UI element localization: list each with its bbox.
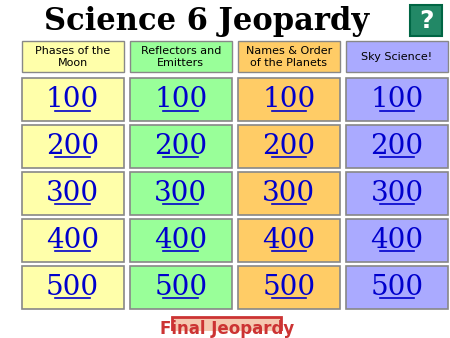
FancyBboxPatch shape xyxy=(346,266,448,309)
FancyBboxPatch shape xyxy=(346,219,448,262)
Text: Final Jeopardy: Final Jeopardy xyxy=(160,320,294,338)
Text: 200: 200 xyxy=(370,133,423,160)
Text: 100: 100 xyxy=(46,86,99,113)
Text: 100: 100 xyxy=(154,86,207,113)
FancyBboxPatch shape xyxy=(238,41,340,72)
Text: 400: 400 xyxy=(262,227,315,254)
FancyBboxPatch shape xyxy=(410,5,442,36)
Text: Science 6 Jeopardy: Science 6 Jeopardy xyxy=(45,6,369,37)
Text: 300: 300 xyxy=(370,180,423,207)
Text: 400: 400 xyxy=(154,227,207,254)
Text: 400: 400 xyxy=(46,227,99,254)
FancyBboxPatch shape xyxy=(238,78,340,121)
Text: 200: 200 xyxy=(154,133,207,160)
FancyBboxPatch shape xyxy=(22,266,124,309)
FancyBboxPatch shape xyxy=(22,78,124,121)
FancyBboxPatch shape xyxy=(130,125,232,168)
FancyBboxPatch shape xyxy=(130,41,232,72)
FancyBboxPatch shape xyxy=(130,219,232,262)
Text: 300: 300 xyxy=(262,180,315,207)
FancyBboxPatch shape xyxy=(22,125,124,168)
FancyBboxPatch shape xyxy=(22,41,124,72)
FancyBboxPatch shape xyxy=(238,125,340,168)
Text: 300: 300 xyxy=(154,180,207,207)
FancyBboxPatch shape xyxy=(130,266,232,309)
Text: 500: 500 xyxy=(370,274,423,301)
Text: Sky Science!: Sky Science! xyxy=(361,52,432,62)
FancyBboxPatch shape xyxy=(22,172,124,215)
FancyBboxPatch shape xyxy=(346,125,448,168)
FancyBboxPatch shape xyxy=(172,317,281,338)
Text: Phases of the
Moon: Phases of the Moon xyxy=(35,46,110,68)
FancyBboxPatch shape xyxy=(130,172,232,215)
Text: 500: 500 xyxy=(154,274,207,301)
FancyBboxPatch shape xyxy=(238,219,340,262)
Text: 100: 100 xyxy=(370,86,423,113)
Text: Reflectors and
Emitters: Reflectors and Emitters xyxy=(140,46,221,68)
Text: 200: 200 xyxy=(262,133,315,160)
FancyBboxPatch shape xyxy=(238,266,340,309)
FancyBboxPatch shape xyxy=(238,172,340,215)
Text: 500: 500 xyxy=(262,274,315,301)
FancyBboxPatch shape xyxy=(346,41,448,72)
Text: 300: 300 xyxy=(46,180,99,207)
FancyBboxPatch shape xyxy=(346,78,448,121)
Text: Names & Order
of the Planets: Names & Order of the Planets xyxy=(246,46,332,68)
FancyBboxPatch shape xyxy=(346,172,448,215)
FancyBboxPatch shape xyxy=(130,78,232,121)
Text: 100: 100 xyxy=(262,86,315,113)
Text: 400: 400 xyxy=(370,227,423,254)
FancyBboxPatch shape xyxy=(22,219,124,262)
Text: 500: 500 xyxy=(46,274,99,301)
Text: ?: ? xyxy=(419,8,433,32)
Text: 200: 200 xyxy=(46,133,99,160)
